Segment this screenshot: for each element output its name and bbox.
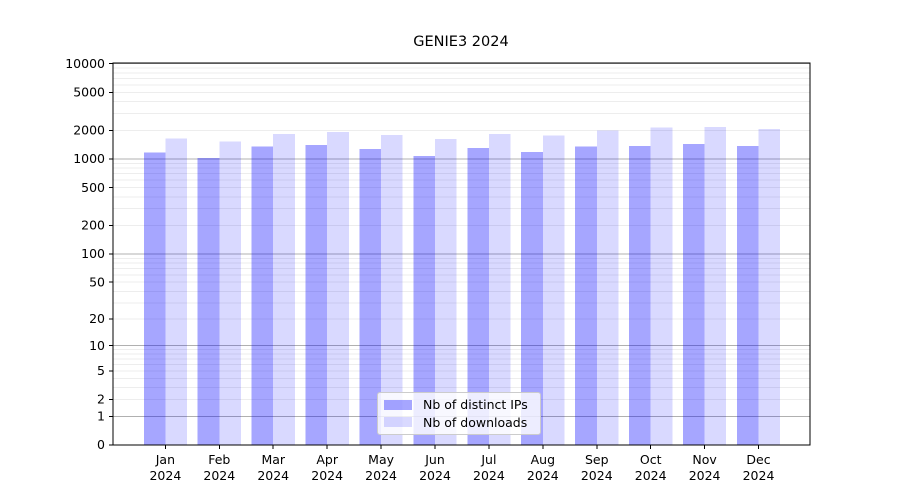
bar-distinct-ips-nov [683, 144, 705, 446]
legend-item-downloads: Nb of downloads [384, 415, 532, 430]
bar-downloads-dec [758, 128, 781, 445]
x-tick-label-jun: Jun 2024 [419, 452, 451, 483]
y-tick-label: 5000 [73, 85, 105, 100]
x-tick-label-oct: Oct 2024 [635, 452, 667, 483]
bar-distinct-ips-dec [736, 145, 759, 445]
bar-distinct-ips-oct [629, 145, 651, 445]
y-tick-label: 100 [81, 246, 105, 261]
x-tick-label-nov: Nov 2024 [689, 452, 721, 483]
legend-swatch-downloads-icon [384, 417, 412, 428]
legend-swatch-distinct-ips-icon [384, 399, 412, 410]
bar-downloads-jul [488, 133, 511, 445]
bar-distinct-ips-mar [251, 146, 274, 445]
bar-downloads-apr [327, 131, 349, 445]
bar-distinct-ips-jun [413, 155, 435, 445]
bar-distinct-ips-jul [467, 147, 489, 445]
bar-distinct-ips-jan [143, 152, 166, 445]
x-tick-label-apr: Apr 2024 [311, 452, 343, 483]
y-tick-label: 2000 [73, 123, 105, 138]
legend-label-downloads: Nb of downloads [423, 414, 528, 430]
x-tick-label-dec: Dec 2024 [743, 452, 775, 483]
x-tick-label-feb: Feb 2024 [203, 452, 235, 483]
legend: Nb of distinct IPs Nb of downloads [377, 392, 541, 435]
bar-downloads-feb [219, 141, 241, 445]
bar-distinct-ips-aug [521, 151, 543, 446]
x-tick-label-may: May 2024 [365, 452, 397, 483]
bar-downloads-oct [650, 127, 673, 446]
y-tick-label: 200 [81, 218, 105, 233]
y-tick-label: 2 [97, 392, 105, 407]
y-tick-label: 1000 [73, 151, 105, 166]
x-tick-label-jul: Jul 2024 [473, 452, 505, 483]
x-tick-label-mar: Mar 2024 [257, 452, 289, 483]
y-tick-label: 1 [97, 409, 105, 424]
bar-distinct-ips-sep [575, 146, 597, 445]
y-tick-label: 20 [89, 311, 105, 326]
bar-downloads-jun [435, 139, 457, 445]
bar-downloads-sep [596, 130, 619, 445]
bar-distinct-ips-apr [305, 145, 328, 445]
bar-downloads-aug [542, 135, 565, 445]
y-tick-label: 10 [89, 338, 105, 353]
y-tick-label: 50 [89, 274, 105, 289]
y-tick-label: 5 [97, 363, 105, 378]
bar-distinct-ips-may [359, 149, 382, 445]
y-tick-label: 500 [81, 180, 105, 195]
x-tick-label-sep: Sep 2024 [581, 452, 613, 483]
bar-downloads-may [381, 134, 403, 445]
y-tick-label: 10000 [65, 56, 105, 71]
bar-downloads-nov [704, 126, 727, 446]
bar-downloads-jan [165, 138, 187, 445]
bar-downloads-mar [273, 133, 295, 445]
y-tick-label: 0 [97, 437, 105, 452]
legend-label-distinct-ips: Nb of distinct IPs [423, 397, 528, 413]
legend-item-distinct-ips: Nb of distinct IPs [384, 397, 532, 412]
bar-distinct-ips-feb [197, 158, 220, 445]
x-tick-label-jan: Jan 2024 [149, 452, 181, 483]
chart-title: GENIE3 2024 [413, 34, 509, 50]
x-tick-label-aug: Aug 2024 [527, 452, 559, 483]
